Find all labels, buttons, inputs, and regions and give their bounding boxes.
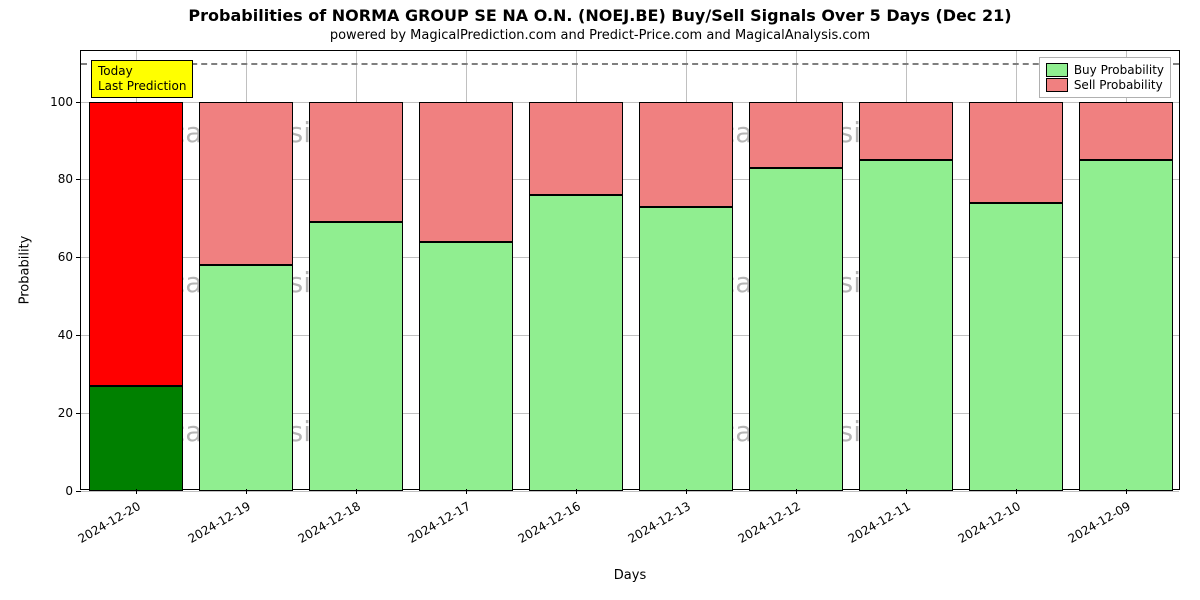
ytick-mark (76, 257, 81, 258)
xtick-mark (466, 489, 467, 494)
bar-buy (529, 195, 623, 491)
bar-buy (1079, 160, 1173, 491)
ytick-mark (76, 413, 81, 414)
bar-sell (419, 102, 513, 242)
legend: Buy ProbabilitySell Probability (1039, 57, 1171, 98)
bar-buy (309, 222, 403, 491)
xtick-label: 2024-12-20 (76, 499, 143, 546)
ytick-label: 20 (58, 406, 73, 420)
bar-sell (749, 102, 843, 168)
xtick-label: 2024-12-10 (956, 499, 1023, 546)
chart-subtitle: powered by MagicalPrediction.com and Pre… (0, 28, 1200, 43)
ytick-label: 0 (65, 484, 73, 498)
legend-item: Buy Probability (1046, 63, 1164, 77)
bar-sell (199, 102, 293, 266)
xtick-label: 2024-12-16 (516, 499, 583, 546)
xtick-mark (356, 489, 357, 494)
chart-container: Probabilities of NORMA GROUP SE NA O.N. … (0, 0, 1200, 600)
bar-sell (639, 102, 733, 207)
xtick-mark (906, 489, 907, 494)
legend-swatch (1046, 63, 1068, 77)
xtick-label: 2024-12-18 (296, 499, 363, 546)
bar-sell (1079, 102, 1173, 160)
xtick-mark (576, 489, 577, 494)
bar-buy (749, 168, 843, 491)
plot-area: MagicalAnalysis.comMagicalAnalysis.comMa… (80, 50, 1180, 490)
xtick-label: 2024-12-13 (626, 499, 693, 546)
y-axis-label: Probability (18, 236, 33, 305)
xtick-mark (246, 489, 247, 494)
bar-sell (529, 102, 623, 195)
xtick-label: 2024-12-17 (406, 499, 473, 546)
bar-sell (969, 102, 1063, 203)
ytick-mark (76, 102, 81, 103)
legend-label: Buy Probability (1074, 63, 1164, 77)
ytick-label: 80 (58, 172, 73, 186)
x-axis-label: Days (614, 568, 646, 583)
legend-label: Sell Probability (1074, 78, 1163, 92)
ytick-label: 60 (58, 250, 73, 264)
legend-swatch (1046, 78, 1068, 92)
xtick-mark (1016, 489, 1017, 494)
ytick-label: 100 (50, 95, 73, 109)
today-annotation: Today Last Prediction (91, 60, 193, 98)
reference-line (81, 63, 1179, 65)
xtick-label: 2024-12-11 (846, 499, 913, 546)
ytick-mark (76, 335, 81, 336)
xtick-mark (686, 489, 687, 494)
bar-buy (199, 265, 293, 491)
ytick-mark (76, 491, 81, 492)
xtick-mark (1126, 489, 1127, 494)
bar-buy (859, 160, 953, 491)
bar-buy (969, 203, 1063, 491)
bar-sell (859, 102, 953, 160)
ytick-label: 40 (58, 328, 73, 342)
bar-sell (309, 102, 403, 223)
bar-buy (419, 242, 513, 491)
bar-buy (89, 386, 183, 491)
legend-item: Sell Probability (1046, 78, 1164, 92)
xtick-label: 2024-12-12 (736, 499, 803, 546)
xtick-mark (136, 489, 137, 494)
xtick-mark (796, 489, 797, 494)
xtick-label: 2024-12-09 (1066, 499, 1133, 546)
ytick-mark (76, 179, 81, 180)
bar-buy (639, 207, 733, 491)
chart-title: Probabilities of NORMA GROUP SE NA O.N. … (0, 6, 1200, 25)
xtick-label: 2024-12-19 (186, 499, 253, 546)
bar-sell (89, 102, 183, 386)
